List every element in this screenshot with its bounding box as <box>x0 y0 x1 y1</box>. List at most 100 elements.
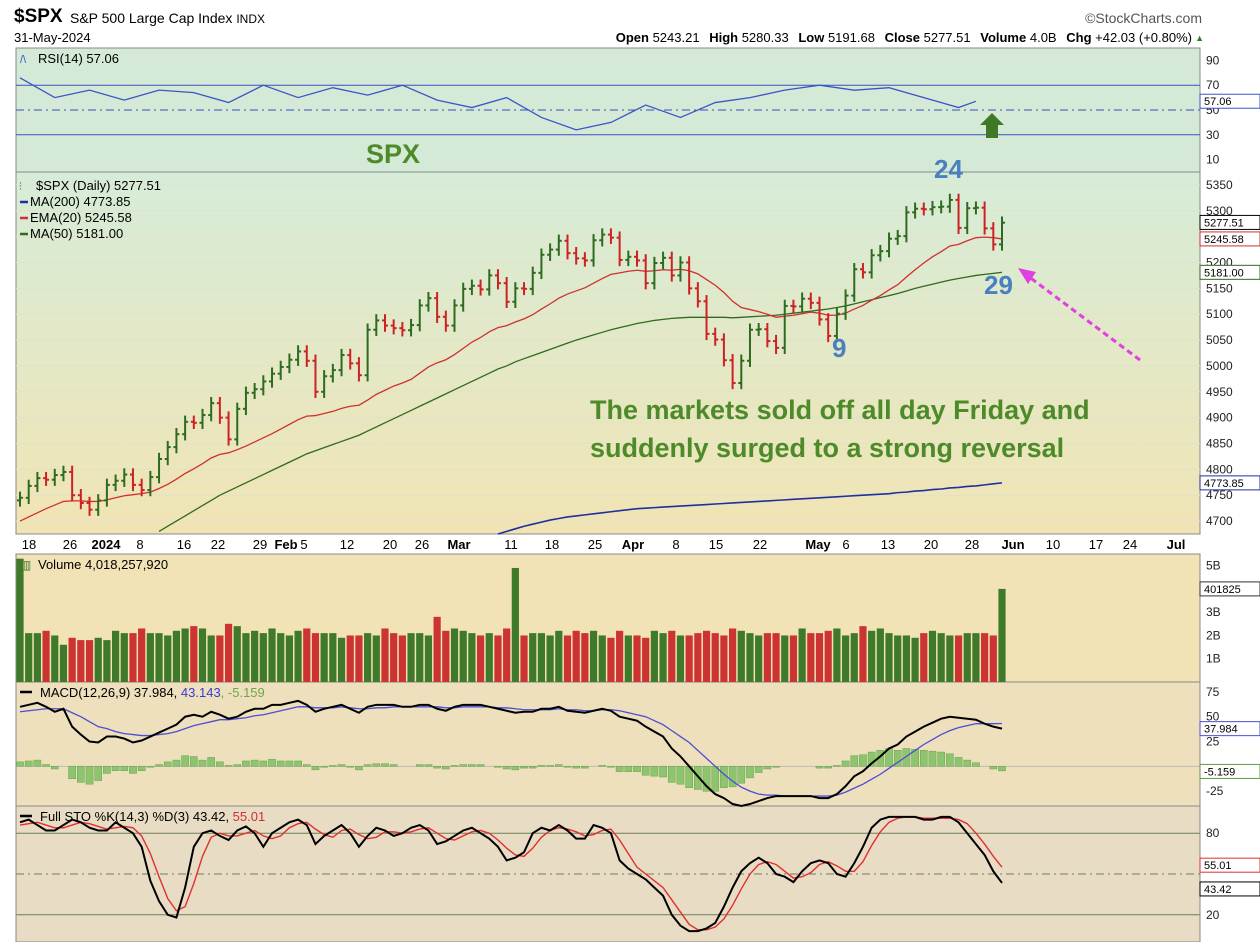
volume-bar <box>164 635 172 682</box>
price-bar <box>494 269 501 290</box>
volume-bar <box>616 630 624 682</box>
macd-histogram-bar <box>511 766 520 771</box>
volume-bar <box>294 630 302 682</box>
volume-bar <box>650 630 658 682</box>
volume-bar <box>398 635 406 682</box>
price-bar <box>95 494 102 516</box>
macd-histogram-bar <box>216 761 224 767</box>
sto-d-tag: 55.01 <box>1199 857 1260 873</box>
macd-histogram-bar <box>850 755 859 767</box>
macd-histogram-bar <box>146 766 155 768</box>
macd-line <box>19 699 1003 808</box>
price-bar <box>929 200 936 216</box>
high-value: 5280.33 <box>741 30 789 45</box>
volume-bar <box>259 633 267 682</box>
price-bar <box>521 282 528 296</box>
price-bar <box>468 279 475 296</box>
spx-annotation: SPX <box>366 139 420 169</box>
macd-histogram-bar <box>233 764 242 767</box>
volume-bar <box>702 630 711 682</box>
price-bar <box>851 263 858 302</box>
macd-histogram-bar <box>754 766 763 773</box>
volume-bar <box>937 633 945 682</box>
annotation-line-2: suddenly surged to a strong reversal <box>590 433 1064 463</box>
price-tick-label: 5150 <box>1206 281 1233 295</box>
macd-histogram-bar <box>94 766 103 781</box>
macd-histogram-bar <box>824 766 832 769</box>
volume-bar <box>954 635 963 682</box>
volume-tick-label: 5B <box>1206 559 1221 573</box>
macd-histogram-bar <box>659 766 667 778</box>
price-bar <box>77 489 84 510</box>
price-bar <box>103 478 110 507</box>
close-label: Close <box>884 30 920 45</box>
price-bar <box>825 313 832 343</box>
macd-histogram-bar <box>972 762 980 767</box>
x-tick-label: Feb <box>274 537 297 552</box>
price-bar <box>720 333 727 367</box>
price-bar <box>677 256 684 282</box>
brand-logo[interactable]: ©StockCharts.com <box>1085 10 1202 26</box>
macd-histogram-bar <box>911 749 919 767</box>
macd-histogram-bar <box>85 766 94 785</box>
price-bar <box>634 250 641 267</box>
volume-bar <box>537 633 546 682</box>
volume-bar <box>624 635 632 682</box>
price-bar <box>416 299 423 332</box>
rsi-legend: RSI(14) 57.06 <box>38 51 119 66</box>
volume-bar <box>277 633 285 682</box>
macd-histogram-bar <box>528 766 537 769</box>
volume-bar <box>572 630 580 682</box>
volume-bar <box>729 628 737 682</box>
macd-histogram-bar <box>989 766 998 770</box>
x-tick-label: 5 <box>300 537 307 552</box>
volume-bar <box>720 635 728 682</box>
macd-histogram-bar <box>103 766 111 774</box>
svg-text:37.984: 37.984 <box>1204 724 1238 736</box>
macd-histogram-bar <box>537 765 546 767</box>
x-tick-label: 25 <box>588 537 602 552</box>
price-bar <box>69 465 76 502</box>
price-bar <box>477 279 484 296</box>
price-bar <box>34 471 41 493</box>
price-bar <box>807 292 814 310</box>
volume-bar <box>511 567 519 682</box>
macd-histogram-bar <box>459 764 467 767</box>
volume-bar <box>841 635 850 682</box>
volume-bar <box>815 633 824 682</box>
volume-bar <box>77 640 85 682</box>
label-9: 9 <box>832 333 846 363</box>
price-bar <box>859 263 866 279</box>
volume-label: Volume <box>980 30 1027 45</box>
x-tick-label: 20 <box>924 537 938 552</box>
x-tick-label: Apr <box>622 537 644 552</box>
volume-bar <box>216 635 224 682</box>
x-tick-label: 10 <box>1046 537 1060 552</box>
price-tick-label: 5100 <box>1206 307 1233 321</box>
volume-bar <box>311 633 320 682</box>
macd-histogram-bar <box>24 760 33 767</box>
price-bar <box>112 474 119 492</box>
volume-bar <box>807 633 815 682</box>
price-bar <box>955 193 962 235</box>
macd-histogram-bar <box>937 751 945 767</box>
price-bar <box>999 216 1005 251</box>
macd-histogram-bar <box>137 766 146 771</box>
x-tick-label: May <box>805 537 831 552</box>
price-bar <box>746 323 753 367</box>
price-bar <box>355 357 362 382</box>
price-bar <box>625 250 632 267</box>
volume-bar <box>16 558 24 682</box>
price-tick-label: 4900 <box>1206 411 1233 425</box>
price-value-tag: 5181.00 <box>1199 264 1260 280</box>
macd-panel <box>15 681 1201 807</box>
x-tick-label: 17 <box>1089 537 1103 552</box>
price-bar <box>503 276 510 309</box>
price-bar <box>703 295 710 341</box>
x-tick-label: 22 <box>211 537 225 552</box>
volume-bar <box>885 633 893 682</box>
volume-bar <box>320 633 328 682</box>
price-bar <box>642 254 649 290</box>
macd-histogram-bar <box>250 759 259 767</box>
price-bar-icon: ⫶ <box>19 181 22 193</box>
